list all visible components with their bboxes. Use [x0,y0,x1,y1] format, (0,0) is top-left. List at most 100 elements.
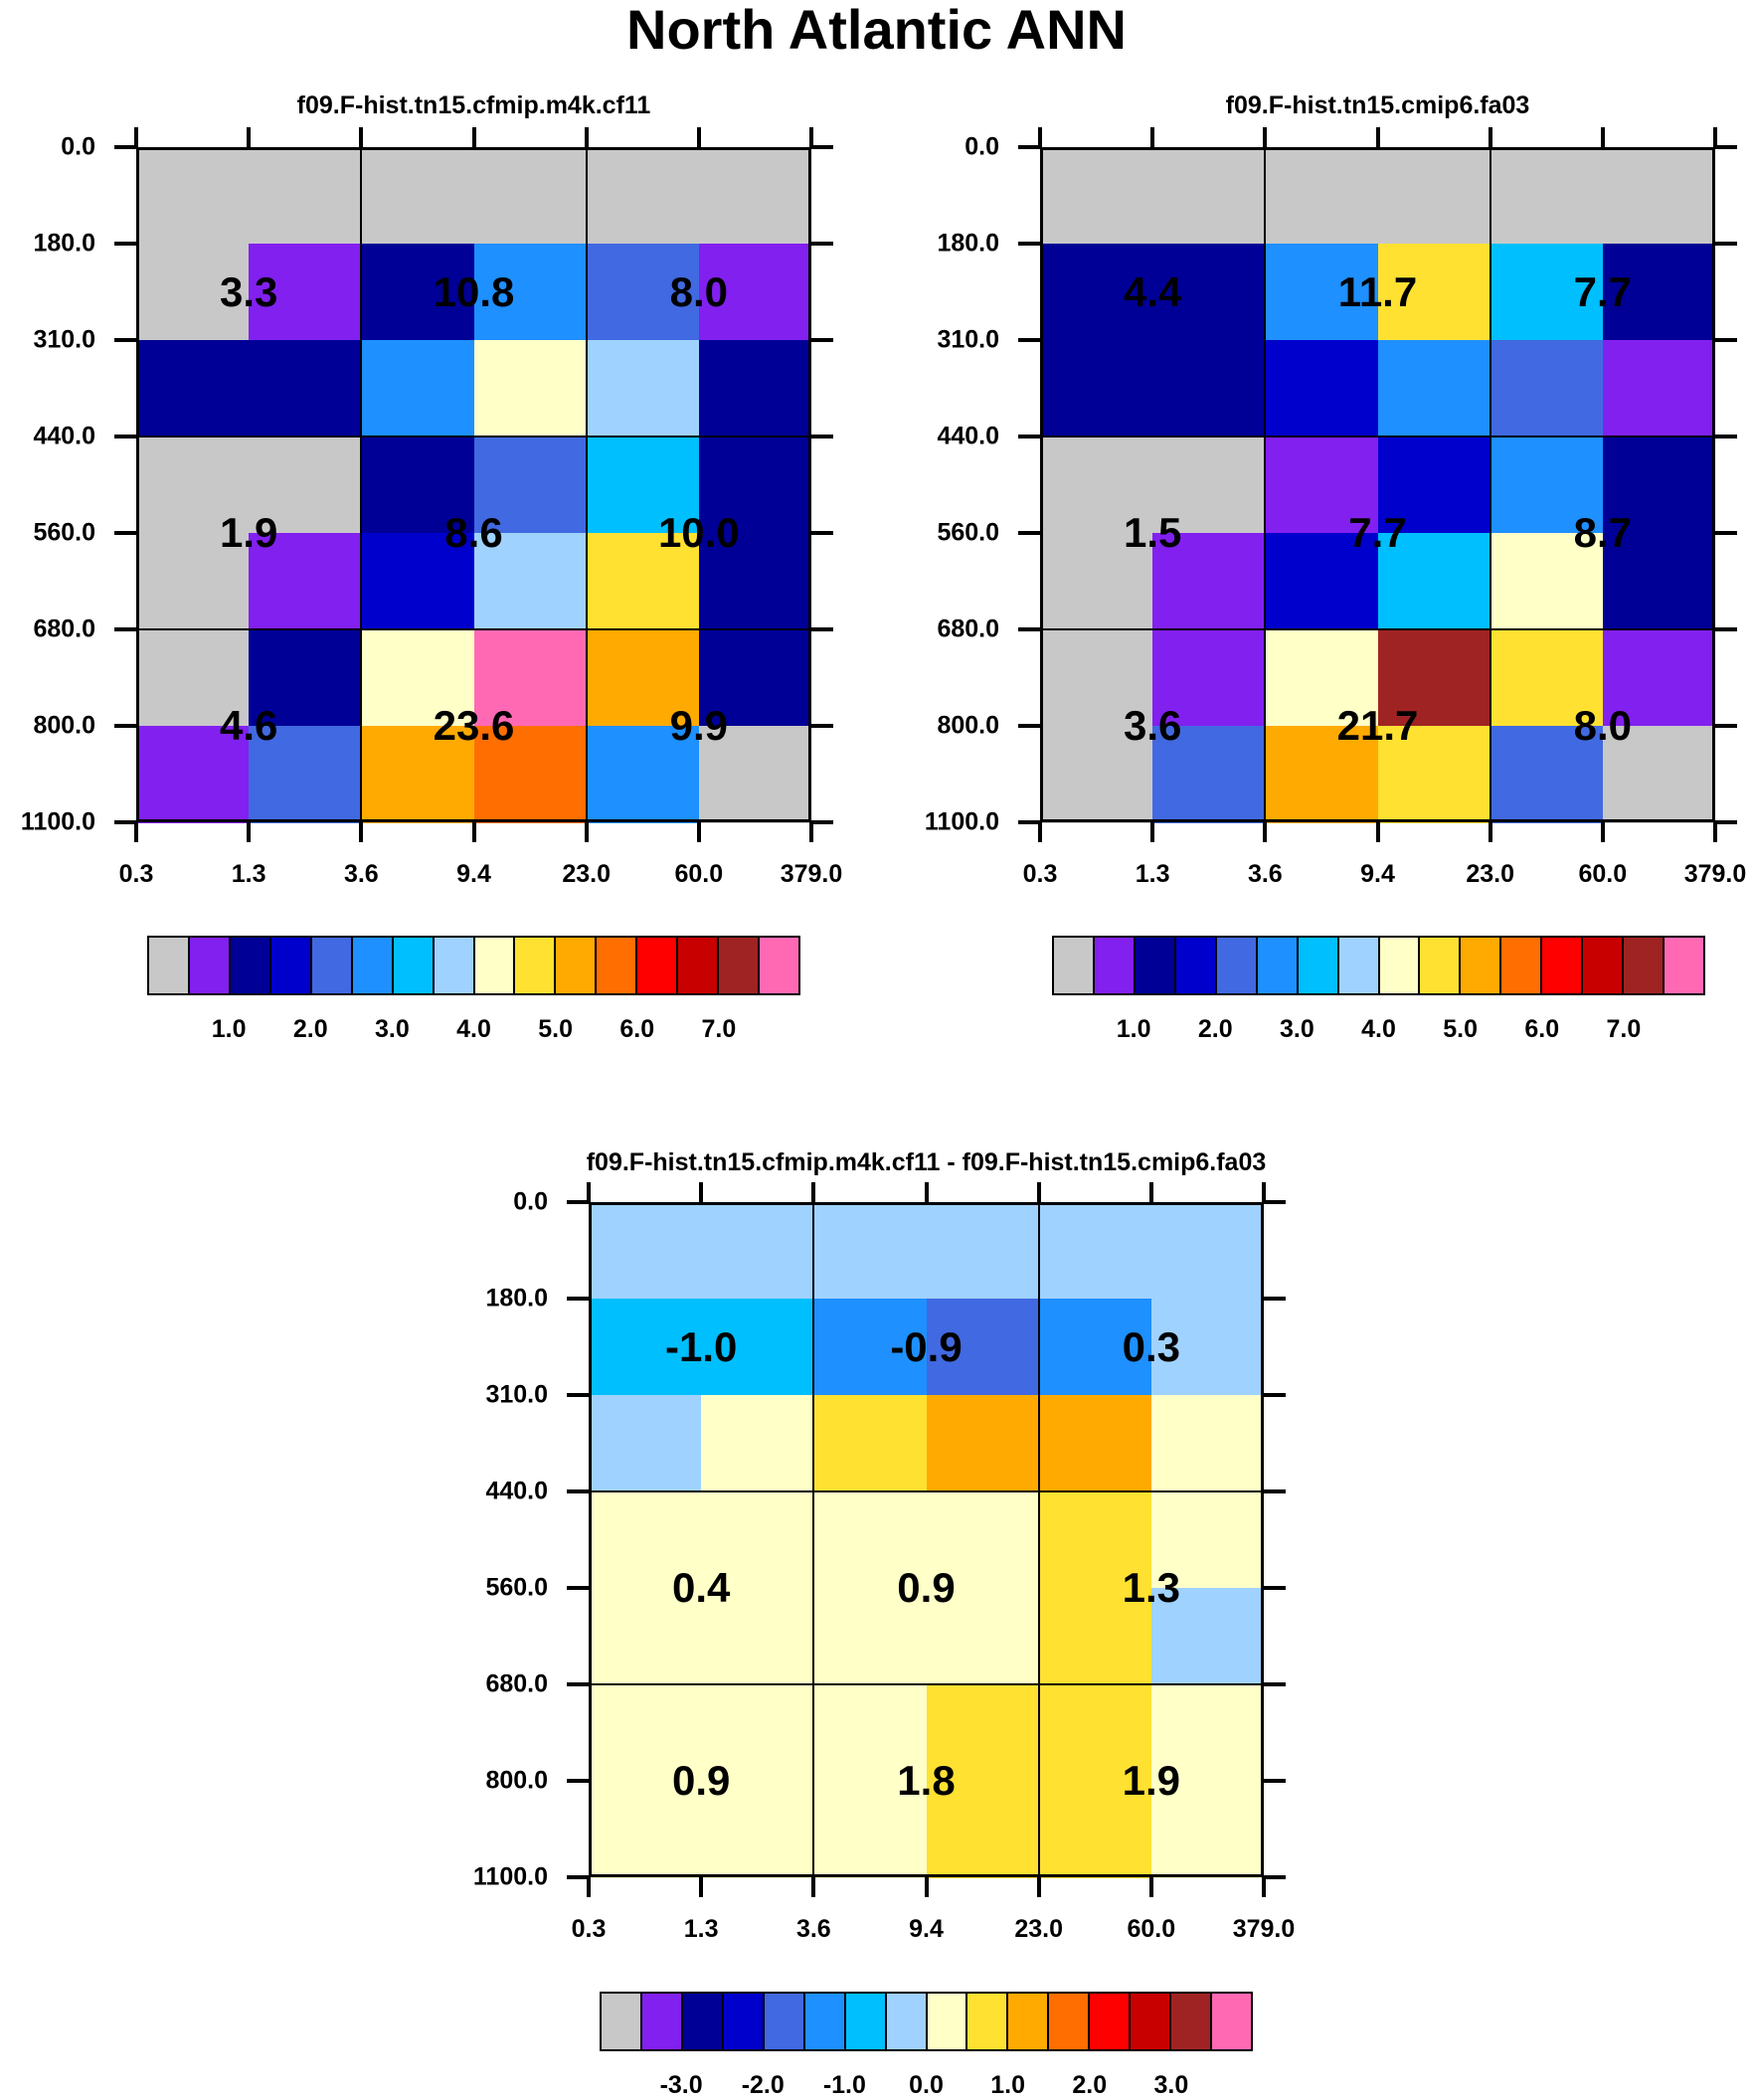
y-tick-right [1715,627,1737,631]
heatmap-cell [1150,1491,1265,1589]
colorbar-box [1212,1994,1251,2049]
colorbar-label: 1.0 [1116,1015,1151,1043]
colorbar-box [682,1994,724,2049]
cell-value-label: 0.9 [671,1757,731,1804]
heatmap-cell [586,340,700,438]
x-tick-top [699,1182,704,1202]
heatmap-cell [249,726,362,823]
y-tick-label: 0.0 [964,132,999,161]
cell-value-label: 4.4 [1123,267,1182,315]
plot-frame [1040,147,1715,822]
heatmap-cell [249,244,362,341]
y-tick-label: 560.0 [485,1573,548,1602]
grid-line-horizontal [136,628,811,630]
heatmap-cell [586,437,700,534]
heatmap-cell [1265,629,1378,727]
y-tick-label: 0.0 [61,132,95,161]
y-tick-left [1018,531,1040,535]
heatmap-cell [926,1781,1040,1878]
heatmap-cell [1150,1202,1265,1300]
x-tick-bottom [699,1877,704,1897]
x-tick-label: 60.0 [1578,860,1628,888]
x-tick-label: 23.0 [1466,860,1514,888]
x-tick-top [1375,127,1380,147]
x-tick-top [1036,1182,1041,1202]
cell-value-label: 4.6 [219,702,278,749]
colorbar-box [1216,938,1258,993]
heatmap-cell [1602,533,1716,630]
colorbar-label: 3.0 [374,1015,410,1043]
colorbar-box [723,1994,765,2049]
heatmap-cell [701,1202,814,1300]
heatmap-cell [361,437,474,534]
y-tick-label: 800.0 [937,711,999,740]
colorbar-box [602,1994,642,2049]
heatmap-cell [1265,340,1378,438]
heatmap-cell [701,1588,814,1685]
colorbar-box [352,938,394,993]
y-tick-right [1264,1779,1286,1783]
heatmap-cell [361,244,474,341]
colorbar-box [1175,938,1217,993]
cell-value-label: 10.0 [657,509,740,556]
y-tick-right [1264,1489,1286,1493]
cell-value-label: 8.6 [444,509,503,556]
grid-line-horizontal [1040,436,1715,438]
heatmap-cell [361,629,474,727]
y-tick-right [1715,145,1737,149]
heatmap-cell [1377,533,1491,630]
heatmap-cell [136,244,250,341]
y-tick-left [1018,724,1040,728]
heatmap-cell [1152,533,1266,630]
colorbar-label: 6.0 [619,1015,655,1043]
grid-line-vertical [812,1202,815,1877]
colorbar [600,1992,1253,2051]
y-tick-label: 440.0 [485,1477,548,1505]
x-tick-top [1263,127,1268,147]
y-tick-label: 1100.0 [924,807,999,836]
x-tick-label: 60.0 [674,860,724,888]
colorbar-label: -1.0 [822,2071,866,2099]
heatmap-cell [1038,1491,1152,1589]
heatmap-cell [1150,1395,1265,1492]
heatmap-cell [926,1202,1040,1300]
x-tick-top [587,1182,591,1202]
colorbar-box [1298,938,1339,993]
colorbar-label: 7.0 [701,1015,737,1043]
y-tick-right [811,627,833,631]
colorbar-label: 1.0 [990,2071,1026,2099]
heatmap-cell [473,147,588,245]
heatmap-cell [136,437,250,534]
heatmap-cell [1038,1781,1152,1878]
heatmap-cell [813,1781,927,1878]
x-tick-bottom [809,822,813,842]
colorbar-box [1135,938,1176,993]
heatmap-cell [586,629,700,727]
heatmap-cell [1265,244,1378,341]
x-tick-label: 0.3 [1022,860,1058,888]
cell-value-label: 1.9 [219,509,278,556]
heatmap-cell [1490,340,1604,438]
grid-line-vertical [1264,147,1267,822]
heatmap-cell [1490,629,1604,727]
colorbar-box [719,938,761,993]
y-tick-left [1018,435,1040,438]
y-tick-left [567,1682,589,1686]
x-tick-label: 379.0 [1683,860,1747,888]
x-tick-bottom [1263,822,1268,842]
colorbar-box [1131,1994,1172,2049]
colorbar-box [804,1994,846,2049]
colorbar-box [515,938,557,993]
heatmap-cell [698,244,812,341]
y-tick-right [811,145,833,149]
colorbar-box [760,938,798,993]
colorbar-label: 2.0 [1197,1015,1233,1043]
heatmap-cell [1040,726,1153,823]
colorbar-label: -3.0 [659,2071,703,2099]
x-tick-top [1038,127,1042,147]
heatmap-cell [473,629,588,727]
y-tick-right [811,724,833,728]
y-tick-label: 310.0 [485,1380,548,1409]
heatmap-cell [589,1395,702,1492]
y-tick-left [114,145,136,149]
